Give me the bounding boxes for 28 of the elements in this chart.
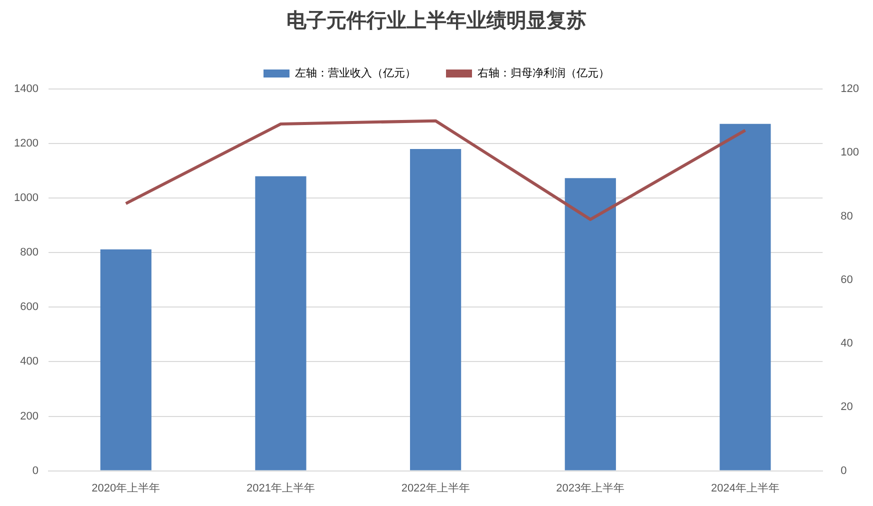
x-tick-label: 2021年上半年	[246, 481, 315, 494]
legend-label: 右轴：归母净利润（亿元）	[478, 66, 610, 80]
y2-tick-label: 80	[840, 210, 853, 222]
y-tick-label: 800	[20, 246, 38, 259]
y-tick-label: 1000	[14, 192, 38, 204]
y2-tick-label: 100	[840, 146, 860, 159]
bar	[255, 176, 306, 470]
bar	[410, 148, 462, 470]
x-tick-label: 2024年上半年	[710, 481, 780, 494]
bar	[564, 178, 616, 470]
y-tick-label: 1400	[14, 83, 38, 96]
y2-tick-label: 20	[840, 401, 853, 414]
y-tick-label: 600	[20, 301, 38, 314]
y2-tick-label: 40	[840, 338, 853, 350]
x-tick-label: 2023年上半年	[556, 481, 625, 494]
chart-title: 电子元件行业上半年业绩明显复苏	[286, 8, 586, 32]
y2-tick-label: 60	[840, 274, 853, 286]
x-tick-label: 2022年上半年	[401, 481, 470, 494]
bar	[100, 249, 152, 470]
y-tick-label: 400	[20, 356, 38, 368]
y-tick-label: 0	[32, 464, 38, 477]
y-tick-label: 1200	[14, 138, 38, 150]
y-tick-label: 200	[20, 410, 38, 422]
bar	[720, 124, 771, 470]
y2-tick-label: 0	[840, 464, 847, 477]
legend-label: 左轴：营业收入（亿元）	[295, 66, 416, 80]
x-tick-label: 2020年上半年	[92, 481, 160, 494]
y2-tick-label: 120	[840, 83, 860, 96]
